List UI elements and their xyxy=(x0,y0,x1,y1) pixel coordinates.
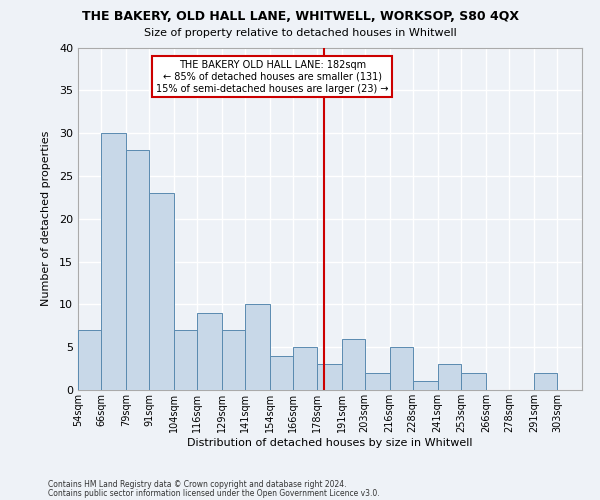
Bar xyxy=(126,150,149,390)
Text: Contains HM Land Registry data © Crown copyright and database right 2024.: Contains HM Land Registry data © Crown c… xyxy=(48,480,347,489)
Text: THE BAKERY OLD HALL LANE: 182sqm
← 85% of detached houses are smaller (131)
15% : THE BAKERY OLD HALL LANE: 182sqm ← 85% o… xyxy=(156,60,389,94)
Text: Contains public sector information licensed under the Open Government Licence v3: Contains public sector information licen… xyxy=(48,488,380,498)
Bar xyxy=(413,382,438,390)
Bar xyxy=(197,313,222,390)
Bar xyxy=(78,330,101,390)
Bar xyxy=(317,364,341,390)
X-axis label: Distribution of detached houses by size in Whitwell: Distribution of detached houses by size … xyxy=(187,438,473,448)
Text: THE BAKERY, OLD HALL LANE, WHITWELL, WORKSOP, S80 4QX: THE BAKERY, OLD HALL LANE, WHITWELL, WOR… xyxy=(82,10,518,23)
Bar xyxy=(389,347,413,390)
Bar xyxy=(245,304,271,390)
Bar xyxy=(222,330,245,390)
Bar xyxy=(101,133,126,390)
Bar xyxy=(438,364,461,390)
Bar xyxy=(534,373,557,390)
Bar xyxy=(461,373,486,390)
Bar xyxy=(293,347,317,390)
Bar xyxy=(149,193,174,390)
Bar xyxy=(365,373,389,390)
Bar xyxy=(174,330,197,390)
Text: Size of property relative to detached houses in Whitwell: Size of property relative to detached ho… xyxy=(143,28,457,38)
Y-axis label: Number of detached properties: Number of detached properties xyxy=(41,131,50,306)
Bar xyxy=(341,338,365,390)
Bar xyxy=(271,356,293,390)
